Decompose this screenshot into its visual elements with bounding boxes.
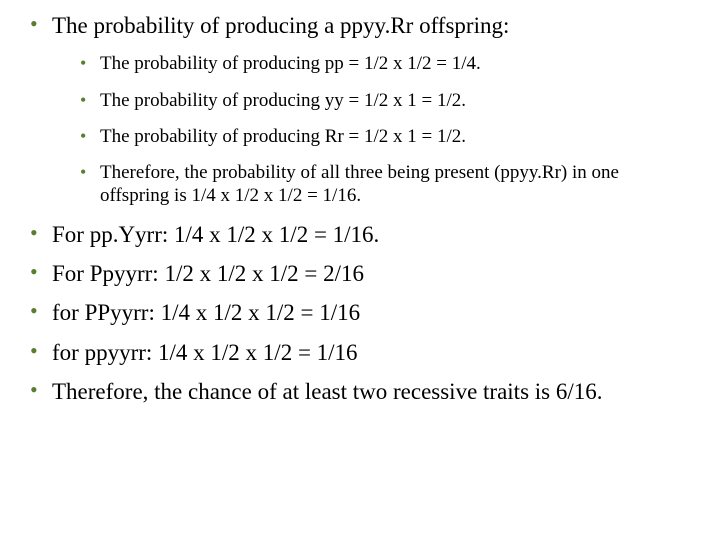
- list-item: Therefore, the chance of at least two re…: [28, 378, 692, 405]
- list-item-text: for PPyyrr: 1/4 x 1/2 x 1/2 = 1/16: [52, 300, 360, 325]
- list-item-text: The probability of producing Rr = 1/2 x …: [100, 126, 466, 147]
- slide-body: The probability of producing a ppyy.Rr o…: [0, 0, 720, 540]
- list-item-text: For pp.Yyrr: 1/4 x 1/2 x 1/2 = 1/16.: [52, 222, 379, 247]
- list-item: for PPyyrr: 1/4 x 1/2 x 1/2 = 1/16: [28, 299, 692, 326]
- list-item: for ppyyrr: 1/4 x 1/2 x 1/2 = 1/16: [28, 339, 692, 366]
- list-item: For Ppyyrr: 1/2 x 1/2 x 1/2 = 2/16: [28, 260, 692, 287]
- bullet-list-level2: The probability of producing pp = 1/2 x …: [78, 53, 692, 207]
- list-item: For pp.Yyrr: 1/4 x 1/2 x 1/2 = 1/16.: [28, 221, 692, 248]
- list-item: The probability of producing a ppyy.Rr o…: [28, 12, 692, 207]
- list-item: The probability of producing pp = 1/2 x …: [78, 53, 692, 75]
- list-item: Therefore, the probability of all three …: [78, 162, 692, 207]
- bullet-list-level1: The probability of producing a ppyy.Rr o…: [28, 12, 692, 405]
- list-item: The probability of producing yy = 1/2 x …: [78, 90, 692, 112]
- list-item-text: Therefore, the probability of all three …: [100, 162, 619, 205]
- list-item: The probability of producing Rr = 1/2 x …: [78, 126, 692, 148]
- list-item-text: Therefore, the chance of at least two re…: [52, 379, 603, 404]
- list-item-text: The probability of producing pp = 1/2 x …: [100, 53, 481, 74]
- list-item-text: The probability of producing yy = 1/2 x …: [100, 90, 466, 111]
- list-item-text: For Ppyyrr: 1/2 x 1/2 x 1/2 = 2/16: [52, 261, 364, 286]
- list-item-text: The probability of producing a ppyy.Rr o…: [52, 13, 509, 38]
- list-item-text: for ppyyrr: 1/4 x 1/2 x 1/2 = 1/16: [52, 340, 358, 365]
